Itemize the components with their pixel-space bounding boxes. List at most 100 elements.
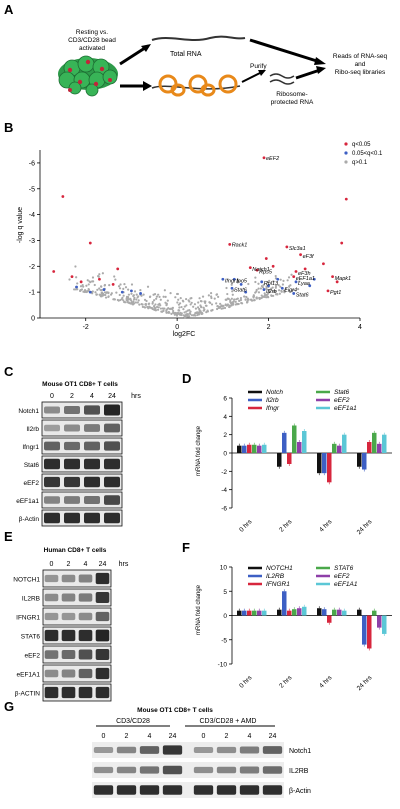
legend-label: q<0.05 [352,142,371,148]
y-tick-label: -4 [221,487,227,494]
blot-band [162,745,183,755]
significant-point [299,253,302,257]
blot-band [84,495,100,505]
gray-point [81,283,84,287]
gray-point [278,292,281,295]
blot-row-label: eEF2 [24,653,40,660]
bar [362,453,367,470]
panel-f-ylabel: mRNA fold change [196,584,202,635]
y-tick-label: -3 [29,238,35,245]
gray-point [103,283,107,287]
gene-label: Ipo5 [236,279,248,285]
gray-point [274,286,277,289]
blot-band [44,650,59,659]
bar [282,432,287,453]
bar-chart-f: 10 5 0 -5 -10 0 hrs 2 hrs 4 hrs 24 hrs NOTCH1IL2R… [218,565,392,692]
bar [342,434,347,453]
significant-point [322,262,325,266]
gray-point [225,298,228,301]
gray-point [198,297,201,300]
significant-point [88,241,92,245]
gray-point [230,283,233,286]
blot-band [95,572,110,585]
gray-point [165,303,168,306]
bar [277,453,282,467]
blot-strip [42,569,112,588]
gray-point [272,280,275,283]
gray-point [182,314,185,317]
gray-point [101,272,104,275]
gray-point [209,292,213,295]
blot-band [78,629,93,642]
volcano-gray-points [68,265,301,319]
gray-point [188,315,191,318]
gray-point [122,299,125,302]
legend-label: STAT6 [334,565,354,572]
blot-strip [42,664,112,683]
blot-strip [41,509,123,527]
gray-point [159,298,162,301]
bar [277,609,282,616]
gray-point [215,293,218,296]
gray-point [185,313,188,316]
bar [367,615,372,649]
blot-band [95,686,110,699]
bar [357,609,362,616]
gray-point [93,283,96,287]
bar [262,610,267,616]
t-cell-cluster-icon [58,55,118,97]
gray-point [217,295,220,298]
gray-point [272,294,275,297]
gray-point [210,295,213,298]
significant-point [312,277,316,281]
significant-point [340,241,344,245]
blot-strip [41,437,123,455]
gray-point [200,311,204,314]
gray-point [215,307,219,311]
gray-point [158,295,161,298]
timepoint-label: 2 [125,733,129,740]
gray-point [202,306,205,309]
gray-point [185,310,188,313]
gray-point [298,280,301,283]
gene-label: eEF2 [266,156,279,162]
gene-label: Il2rb [266,289,277,295]
gray-point [177,312,180,315]
gray-point [125,298,128,302]
y-tick-label: -2 [29,264,35,271]
blot-band [44,496,60,504]
gray-point [74,288,77,291]
gray-point [204,300,207,303]
gene-label: Slc3a1 [289,246,306,252]
blot-band [104,512,120,524]
gray-point [203,308,206,311]
gray-point [121,296,124,299]
blot-band [162,765,183,775]
panel-g-group1: CD3/CD28 [116,718,150,725]
blot-band [104,441,120,451]
panel-c-letter: C [4,364,14,379]
gray-point [265,285,268,288]
significant-point [280,286,284,290]
gray-point [189,303,192,306]
gray-point [190,314,194,317]
blot-band [93,785,114,795]
blot-row-label: Notch1 [289,748,311,755]
legend-label: Stat6 [334,389,350,396]
gray-point [167,307,170,310]
bar [362,615,367,645]
bar [357,453,362,467]
gray-point [146,285,150,288]
blot-band [262,785,283,795]
gray-point [237,302,240,306]
gray-point [139,289,142,292]
legend-label: eEF1A1 [334,581,358,588]
legend-label: q>0.1 [352,160,368,166]
significant-point [303,267,307,271]
gray-point [260,296,263,300]
timepoint-label: 2 [67,561,71,568]
blot-row-label: NOTCH1 [13,577,40,584]
blot-band [61,629,76,642]
panel-d-ylabel: mRNA fold change [196,425,202,476]
gene-label: Mapk1 [335,276,352,282]
